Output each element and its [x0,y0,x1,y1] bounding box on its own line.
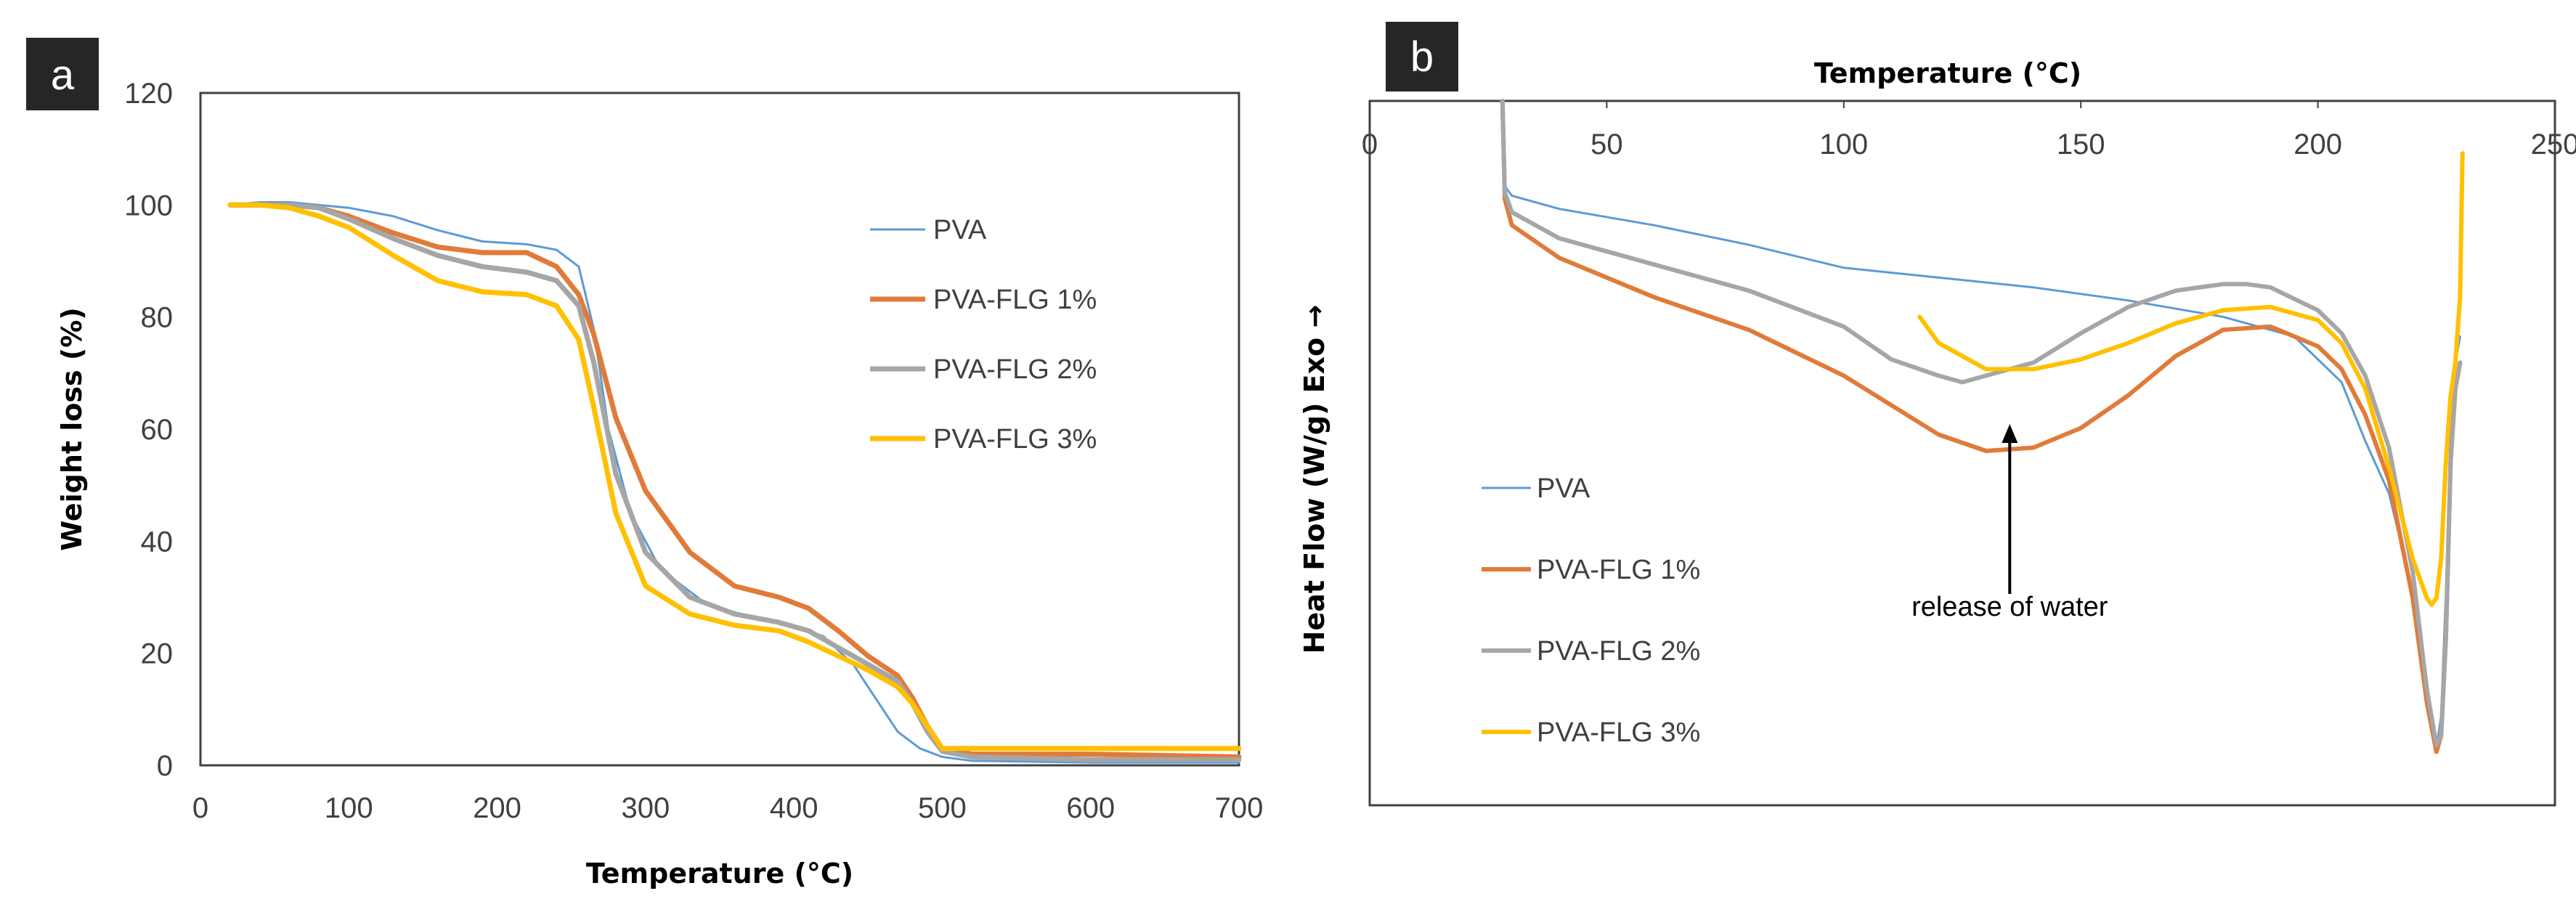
panel-b-legend-label-pva-flg-3: PVA-FLG 3% [1537,717,1700,748]
panel-a-legend-label-pva: PVA [933,215,987,245]
panel-a-y-tick-20: 20 [141,638,174,670]
panel-b-series [1500,99,2465,754]
panel-a-y-tick-120: 120 [124,78,173,110]
panel-a: a 0 20 40 60 80 100 120 0 100 200 300 400 500 600 700… [26,38,1263,889]
panel-a-series [227,201,1242,764]
panel-a-y-tick-80: 80 [141,302,174,334]
panel-b-x-tick-100: 100 [1819,129,1868,160]
panel-a-x-tick-700: 700 [1215,792,1264,824]
panel-a-x-axis-title: Temperature (°C) [586,858,853,889]
panel-b-x-tick-0: 0 [1362,129,1378,160]
panel-a-label-box [26,38,99,110]
panel-a-y-axis-title: Weight loss (%) [56,307,88,550]
panel-b-series-line-pva-flg-2 [1500,99,2463,748]
panel-a-x-tick-labels: 0 100 200 300 400 500 600 700 [192,792,1264,824]
panel-a-x-tick-100: 100 [325,792,373,824]
panel-a-y-tick-0: 0 [157,750,173,782]
panel-a-x-tick-400: 400 [770,792,818,824]
panel-b-x-tick-50: 50 [1590,129,1623,160]
panel-b: b 0 50 100 150 200 250 PVA PVA-FLG 1% PVA-FLG 2… [1299,22,2576,807]
panel-b-x-tick-150: 150 [2057,129,2105,160]
panel-b-x-tick-250: 250 [2531,129,2576,160]
panel-a-x-tick-600: 600 [1066,792,1115,824]
annotation-arrow-head [2002,424,2018,443]
panel-a-legend-label-pva-flg-2: PVA-FLG 2% [933,354,1097,385]
panel-a-x-tick-500: 500 [918,792,967,824]
panel-b-legend-label-pva-flg-1: PVA-FLG 1% [1537,555,1700,585]
panel-a-legend-label-pva-flg-3: PVA-FLG 3% [933,424,1097,455]
panel-a-legend: PVA PVA-FLG 1% PVA-FLG 2% PVA-FLG 3% [870,215,1097,455]
panel-a-y-tick-40: 40 [141,526,174,558]
panel-b-x-axis-title: Temperature (°C) [1814,57,2081,89]
panel-a-legend-label-pva-flg-1: PVA-FLG 1% [933,285,1097,315]
panel-b-annotation: release of water [1911,424,2108,622]
panel-b-legend-label-pva-flg-2: PVA-FLG 2% [1537,636,1700,667]
panel-a-y-tick-labels: 0 20 40 60 80 100 120 [124,78,173,782]
panel-b-legend-label-pva: PVA [1537,473,1590,504]
panel-a-series-line-pva [229,201,1240,764]
panel-b-series-line-pva-flg-3 [1917,151,2465,607]
panel-a-x-tick-200: 200 [473,792,521,824]
panel-a-x-tick-300: 300 [621,792,670,824]
panel-a-plot-frame [199,91,1240,767]
panel-b-y-axis-title: Heat Flow (W/g) Exo → [1299,305,1330,654]
panel-b-legend: PVA PVA-FLG 1% PVA-FLG 2% PVA-FLG 3% [1482,473,1700,748]
panel-a-label: a [51,52,75,99]
panel-a-series-line-pva-flg-3 [227,202,1242,752]
panel-a-y-tick-60: 60 [141,414,174,446]
panel-b-x-tick-labels: 0 50 100 150 200 250 [1362,101,2576,160]
panel-b-label: b [1410,33,1434,81]
panel-b-plot-frame [1368,99,2556,807]
panel-b-label-box [1386,22,1458,91]
panel-a-x-tick-0: 0 [192,792,208,824]
annotation-text: release of water [1911,592,2108,622]
panel-b-x-tick-200: 200 [2293,129,2342,160]
panel-a-y-tick-100: 100 [124,190,173,221]
